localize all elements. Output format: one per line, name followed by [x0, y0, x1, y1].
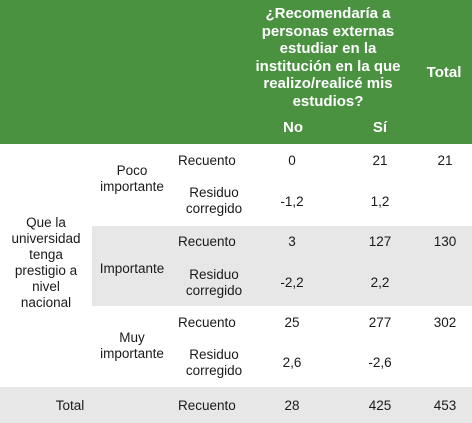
question-header: ¿Recomendaría a personas externas estudi… — [255, 5, 401, 110]
stat-label: Recuento — [178, 234, 236, 249]
stat-label: Recuento — [178, 153, 236, 168]
cell-value: 127 — [368, 234, 392, 249]
level-label: Poco importante — [100, 163, 164, 194]
total-column-header: Total — [426, 64, 462, 81]
cell-value: 302 — [433, 315, 457, 330]
row-variable-label: Que la universidad tenga prestigio a niv… — [11, 215, 81, 310]
no-column-header: No — [283, 119, 303, 136]
cell-value: 0 — [288, 153, 296, 168]
level-label: Muy importante — [100, 330, 164, 361]
cell-value: 425 — [368, 398, 392, 413]
cell-value: -2,2 — [280, 275, 304, 290]
stat-label: Residuo corregido — [185, 347, 243, 378]
table-header — [0, 0, 472, 144]
row-band-importante — [92, 226, 472, 306]
cell-value: 1,2 — [370, 194, 390, 209]
stat-label: Residuo corregido — [185, 267, 243, 298]
cell-value: 3 — [288, 234, 296, 249]
stat-label: Recuento — [178, 315, 236, 330]
cell-value: 130 — [433, 234, 457, 249]
cell-value: 453 — [433, 398, 457, 413]
row-band-total — [0, 387, 472, 423]
stat-label: Residuo corregido — [185, 185, 243, 216]
cell-value: 2,6 — [282, 355, 302, 370]
cell-value: 2,2 — [370, 275, 390, 290]
stat-label: Recuento — [178, 398, 236, 413]
level-label: Importante — [99, 261, 165, 276]
cell-value: 21 — [437, 153, 453, 168]
cell-value: -2,6 — [368, 355, 392, 370]
cell-value: 28 — [284, 398, 300, 413]
cell-value: 277 — [368, 315, 392, 330]
si-column-header: Sí — [372, 119, 388, 136]
total-row-label: Total — [55, 398, 85, 413]
cell-value: 21 — [372, 153, 388, 168]
cell-value: 25 — [284, 315, 300, 330]
cell-value: -1,2 — [280, 194, 304, 209]
